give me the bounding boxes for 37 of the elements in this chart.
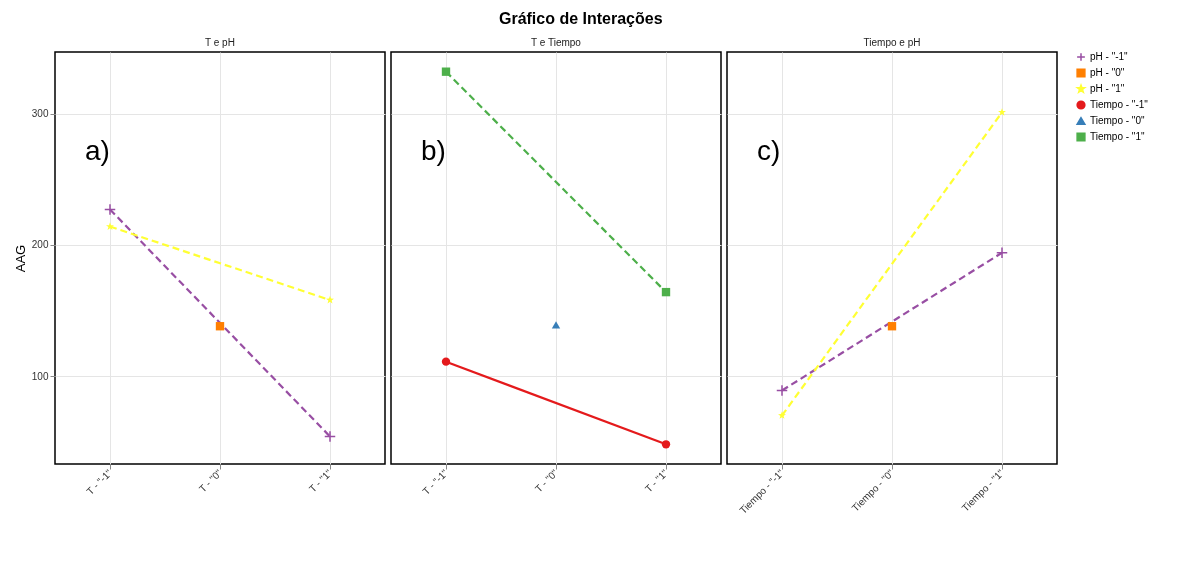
point (441, 67, 451, 76)
chart-subtitle: Tiempo e pH (863, 37, 921, 48)
x-tick-label: T - "-1" (84, 466, 115, 497)
point (776, 384, 788, 397)
legend-label: Tiempo - "0" (1090, 115, 1145, 126)
annotation: a) (85, 135, 110, 166)
chart-title: Gráfico de Interações (498, 10, 663, 28)
point (661, 287, 671, 297)
point (441, 357, 451, 366)
point (326, 295, 334, 304)
y-tick-label: 200 (31, 239, 49, 251)
x-tick-label: T - "0" (196, 466, 225, 495)
y-tick-label: 100 (31, 370, 49, 382)
point (778, 411, 786, 419)
y-tick-label: 300 (31, 108, 49, 120)
y-axis-title: AAG (12, 244, 28, 273)
point (661, 440, 671, 449)
chart-subtitle: T e pH (205, 37, 235, 48)
legend-label: Tiempo - "1" (1090, 131, 1145, 142)
x-tick-label: T - "1" (642, 466, 671, 495)
point (106, 222, 114, 230)
x-tick-label: T - "1" (306, 466, 335, 495)
point (551, 321, 561, 329)
point (887, 322, 897, 331)
annotation: b) (421, 135, 446, 166)
x-tick-label: T - "0" (532, 466, 561, 495)
legend-label: pH - "1" (1090, 83, 1125, 94)
point (324, 430, 336, 443)
legend-label: Tiempo - "-1" (1090, 99, 1149, 110)
x-tick-label: T - "-1" (420, 466, 451, 497)
annotation: c) (757, 135, 781, 166)
point (215, 322, 225, 331)
point (104, 203, 116, 216)
point (996, 246, 1008, 259)
legend-label: pH - "0" (1090, 67, 1125, 78)
legend-label: pH - "-1" (1090, 51, 1129, 62)
chart-subtitle: T e Tiempo (531, 37, 582, 48)
